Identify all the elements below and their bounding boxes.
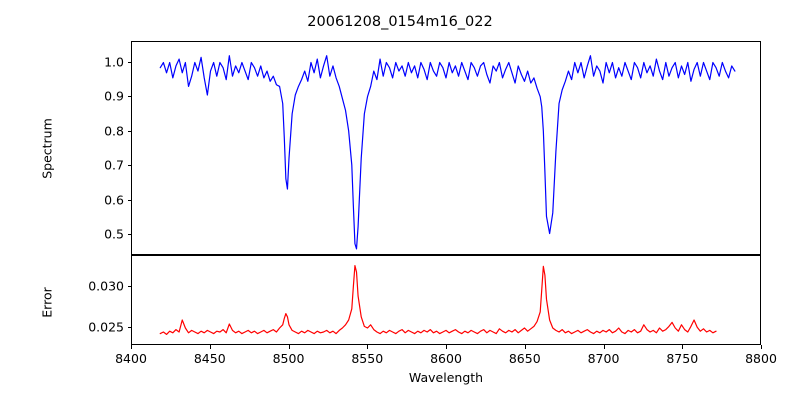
x-tick-5: 8650: [508, 351, 541, 366]
error-y-tickmark-1: [127, 286, 131, 288]
x-tick-1: 8450: [193, 351, 226, 366]
x-tickmark-6: [603, 345, 605, 349]
spectrum-y-tick-4: 0.9: [104, 88, 124, 104]
spectrum-y-tickmark-1: [127, 199, 131, 201]
x-tick-3: 8550: [351, 351, 384, 366]
x-tick-8: 8800: [745, 351, 777, 366]
spectrum-y-tick-1: 0.6: [104, 192, 124, 208]
x-tick-6: 8700: [587, 351, 620, 366]
spectrum-y-tickmark-4: [127, 96, 131, 98]
x-tickmark-3: [367, 345, 369, 349]
x-tickmark-1: [209, 345, 211, 349]
x-tickmark-8: [761, 345, 763, 349]
spectrum-plot-area: [131, 41, 761, 255]
error-y-tick-1: 0.030: [88, 278, 124, 294]
spectrum-y-tickmark-2: [127, 165, 131, 167]
spectrum-line-series: [132, 42, 760, 254]
x-tickmark-0: [131, 345, 133, 349]
page-title: 20061208_0154m16_022: [307, 14, 493, 30]
error-plot-area: [131, 255, 761, 345]
error-line-series: [132, 256, 760, 344]
spectrum-y-axis-label: Spectrum: [39, 118, 55, 179]
x-tick-0: 8400: [115, 351, 147, 366]
x-tick-4: 8600: [430, 351, 462, 366]
error-y-axis-label: Error: [39, 287, 55, 318]
spectrum-y-tickmark-5: [127, 61, 131, 63]
spectrum-y-tick-2: 0.7: [104, 157, 124, 173]
spectrum-y-tick-3: 0.8: [104, 123, 124, 139]
x-tickmark-2: [288, 345, 290, 349]
x-tick-7: 8750: [666, 351, 699, 366]
spectrum-y-tickmark-0: [127, 234, 131, 236]
x-tickmark-4: [446, 345, 448, 349]
spectrum-y-tick-5: 1.0: [104, 54, 124, 70]
x-axis-label: Wavelength: [408, 370, 484, 385]
error-y-tickmark-0: [127, 327, 131, 329]
x-tickmark-5: [524, 345, 526, 349]
spectrum-y-tick-0: 0.5: [104, 226, 124, 242]
spectrum-y-tickmark-3: [127, 130, 131, 132]
x-tick-2: 8500: [272, 351, 305, 366]
x-tickmark-7: [682, 345, 684, 349]
error-y-tick-0: 0.025: [88, 319, 124, 335]
